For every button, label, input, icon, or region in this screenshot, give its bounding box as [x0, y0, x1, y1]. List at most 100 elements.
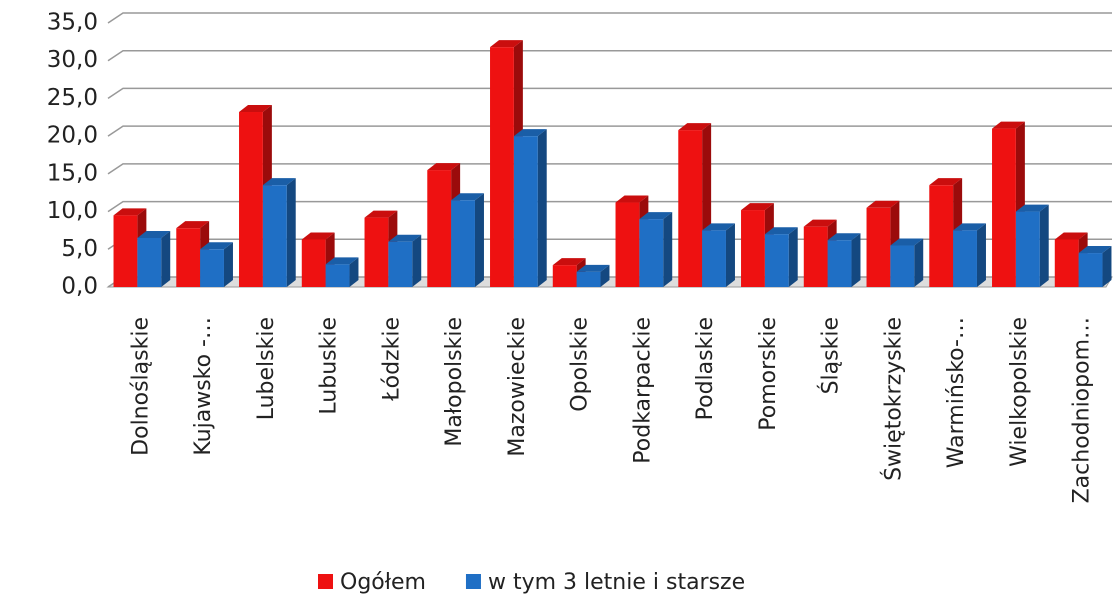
bar-front	[427, 170, 452, 287]
bar-top	[262, 178, 296, 186]
bar-top	[301, 232, 335, 240]
bar-side	[663, 212, 673, 287]
bar-side	[349, 257, 359, 287]
grid-line	[107, 87, 1112, 100]
bar-front	[803, 226, 828, 287]
bar	[953, 223, 986, 287]
bar-front	[262, 185, 287, 287]
bar-side	[1102, 246, 1112, 287]
bar-top	[176, 221, 210, 229]
bar-front	[552, 265, 577, 287]
x-tick-label: Kujawsko -…	[191, 317, 216, 456]
bar-front	[1054, 239, 1079, 287]
x-tick-label: Wielkopolskie	[1007, 317, 1032, 467]
bar-top	[427, 163, 461, 171]
bar-top	[1015, 204, 1049, 212]
grid-line	[107, 49, 1112, 62]
bar-top	[702, 223, 735, 231]
bar-top	[890, 238, 924, 246]
bar-front	[513, 136, 538, 287]
bar-front	[992, 128, 1016, 287]
bar-front	[827, 240, 852, 287]
x-tick-label: Małopolskie	[442, 317, 467, 447]
x-tick-label: Świętokrzyskie	[880, 317, 906, 481]
bar-side	[914, 238, 924, 287]
y-tick-label: 10,0	[47, 198, 98, 224]
bar-top	[137, 230, 171, 238]
bar-front	[678, 130, 703, 287]
bar-front	[301, 239, 326, 287]
bar-top	[388, 234, 422, 242]
bar	[451, 193, 484, 287]
bar-front	[1015, 211, 1040, 287]
legend-swatch	[465, 574, 481, 589]
bar-front	[200, 249, 224, 287]
bar-front	[239, 112, 263, 288]
bar-top	[929, 178, 963, 186]
bar-top	[325, 257, 359, 265]
bar-top	[1078, 246, 1112, 254]
bar-front	[866, 207, 891, 287]
x-tick-label: Warmińsko-…	[944, 317, 969, 468]
bar-top	[803, 219, 837, 227]
bar-side	[788, 227, 798, 287]
bar-front	[176, 228, 201, 287]
bar	[137, 230, 171, 287]
bar-top	[866, 200, 900, 208]
x-tick-label: Lubelskie	[254, 317, 279, 420]
bar-front	[929, 185, 954, 287]
bar	[262, 178, 296, 287]
bar	[388, 234, 422, 287]
bar-side	[161, 230, 171, 287]
bar-top	[113, 208, 147, 216]
bar	[890, 238, 924, 287]
bar-front	[890, 245, 915, 287]
bar-top	[552, 258, 586, 266]
bar-front	[702, 230, 726, 287]
grid-line	[107, 12, 1112, 24]
bar	[639, 212, 673, 287]
bar-top	[764, 227, 798, 235]
bar-front	[325, 264, 350, 287]
bar-front	[364, 217, 389, 287]
bar-top	[239, 105, 272, 113]
bar-top	[953, 223, 986, 231]
bar-top	[513, 129, 547, 137]
bar-side	[474, 193, 484, 287]
y-tick-label: 25,0	[47, 85, 98, 111]
bar-top	[741, 203, 774, 211]
bar-side	[725, 223, 735, 287]
bar-front	[576, 271, 601, 287]
bar	[513, 129, 547, 287]
bar-front	[451, 200, 475, 287]
x-tick-label: Lubuskie	[317, 317, 342, 415]
bar-front	[615, 202, 640, 287]
bar	[1015, 204, 1049, 287]
bar-side	[851, 233, 861, 287]
x-tick-label: Łódzkie	[379, 317, 404, 402]
x-tick-label: Mazowieckie	[505, 317, 530, 457]
bar-side	[286, 178, 296, 287]
grid-line	[107, 163, 1112, 175]
bar-front	[113, 215, 138, 287]
bar-side	[223, 242, 233, 287]
legend-label: Ogółem	[340, 570, 426, 595]
bar-top	[827, 233, 861, 241]
bar-side	[412, 234, 422, 287]
bar-front	[639, 219, 664, 287]
y-tick-label: 15,0	[47, 160, 98, 186]
x-tick-label: Śląskie	[818, 317, 844, 394]
bar-side	[1039, 204, 1049, 287]
bar-top	[576, 264, 610, 272]
x-tick-label: Pomorskie	[756, 317, 781, 431]
bar-top	[678, 123, 712, 131]
bar-front	[764, 234, 789, 287]
bar-front	[953, 230, 977, 287]
bar	[576, 264, 610, 287]
bar	[200, 242, 233, 287]
bar-side	[537, 129, 547, 287]
bar	[325, 257, 359, 287]
y-tick-label: 30,0	[47, 47, 98, 73]
bar-front	[490, 47, 514, 287]
